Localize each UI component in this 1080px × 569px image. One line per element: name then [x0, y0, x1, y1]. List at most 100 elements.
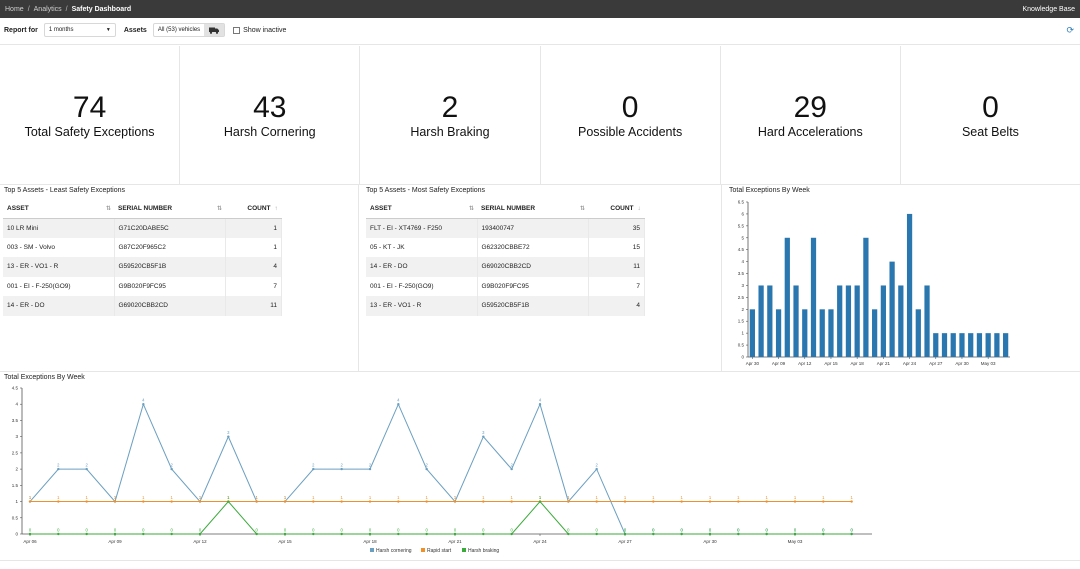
data-point — [170, 467, 173, 471]
bar — [950, 333, 956, 357]
table-row[interactable]: 001 - EI - F-250(GO9) G9B020F9FC95 7 — [366, 276, 645, 296]
assets-value: All (53) vehicles — [157, 27, 201, 33]
bar — [828, 309, 834, 357]
bar — [880, 285, 886, 357]
most-exceptions-table: ASSET ⇅ SERIAL NUMBER ⇅ COUNT ↓ FLT - EI - … — [366, 200, 645, 316]
data-point — [142, 500, 145, 503]
table-row[interactable]: 13 - ER - VO1 - R G59520CB5F1B 4 — [366, 296, 645, 316]
data-point — [425, 467, 428, 471]
table-row[interactable]: FLT - EI - XT4769 - F250 193400747 35 — [366, 218, 645, 238]
data-point — [198, 532, 202, 536]
legend-label: Harsh braking — [468, 548, 499, 554]
data-point — [623, 532, 627, 536]
tile-harsh-braking[interactable]: 2 Harsh Braking — [360, 46, 541, 184]
data-label: 2 — [369, 463, 372, 468]
data-label: 1 — [284, 495, 287, 500]
x-tick-label: Apr 18 — [851, 361, 865, 366]
cell-serial: G69020CBB2CD — [477, 257, 589, 277]
table-row[interactable]: 14 - ER - DO G69020CBB2CD 11 — [366, 257, 645, 277]
data-label: 0 — [850, 528, 853, 533]
data-label: 1 — [794, 495, 797, 500]
column-header-count[interactable]: COUNT ↓ — [588, 200, 645, 219]
line-chart: 0 0.5 1 1.5 2 2.5 3 3.5 4 4.5 Apr 06 Apr 09 Apr 12 Ap… — [12, 386, 872, 554]
data-label: 0 — [680, 528, 683, 533]
period-select-value: 1 months — [48, 27, 74, 33]
data-point — [538, 500, 542, 503]
data-point — [482, 500, 485, 503]
table-row[interactable]: 003 - SM - Volvo G87C20F965C2 1 — [3, 237, 282, 257]
x-tick-label: Apr 15 — [824, 361, 838, 366]
data-point — [312, 500, 315, 503]
table-row[interactable]: 10 LR Mini G71C20DABE5C 1 — [3, 218, 282, 238]
bar — [924, 285, 930, 357]
period-select[interactable]: 1 months ▼ — [43, 23, 116, 37]
data-point — [482, 435, 485, 438]
data-label: 1 — [199, 495, 202, 500]
tile-possible-accidents[interactable]: 0 Possible Accidents — [541, 46, 721, 184]
table-row[interactable]: 13 - ER - VO1 - R G59520CB5F1B 4 — [3, 257, 282, 277]
legend-swatch — [370, 548, 374, 552]
data-label: 2 — [425, 463, 428, 468]
bar — [959, 333, 965, 357]
bar — [906, 213, 913, 357]
y-tick-label: 1 — [15, 499, 18, 504]
data-point — [425, 532, 428, 536]
x-tick-label: Apr 12 — [193, 539, 207, 544]
data-label: 1 — [284, 495, 287, 500]
data-point — [708, 500, 712, 503]
breadcrumb-home[interactable]: Home — [5, 5, 24, 13]
divider — [0, 184, 1080, 185]
data-label: 0 — [737, 528, 740, 533]
knowledge-base-link[interactable]: Knowledge Base — [1022, 5, 1075, 13]
data-label: 1 — [567, 495, 570, 500]
column-header-asset[interactable]: ASSET ⇅ — [3, 200, 114, 219]
data-point — [340, 532, 343, 536]
data-label: 2 — [57, 463, 60, 468]
show-inactive-label[interactable]: Show inactive — [243, 26, 287, 34]
data-label: 1 — [567, 495, 570, 500]
y-tick-label: 0 — [15, 532, 18, 537]
breadcrumb-analytics[interactable]: Analytics — [33, 5, 62, 13]
data-point — [680, 532, 683, 536]
sort-icon: ⇅ — [579, 206, 585, 213]
data-point — [340, 500, 343, 503]
tile-label: Harsh Cornering — [223, 125, 316, 139]
assets-selector[interactable]: All (53) vehicles — [152, 23, 226, 37]
data-point — [793, 532, 797, 536]
table-row[interactable]: 001 - EI - F-250(GO9) G9B020F9FC95 7 — [3, 276, 282, 296]
tile-hard-accelerations[interactable]: 29 Hard Accelerations — [721, 46, 901, 184]
data-label: 3 — [482, 430, 485, 435]
table-row[interactable]: 14 - ER - DO G69020CBB2CD 11 — [3, 296, 282, 316]
column-header-asset[interactable]: ASSET ⇅ — [366, 200, 477, 219]
table-row[interactable]: 05 - KT - JK G62320CBBE72 15 — [366, 237, 645, 257]
refresh-icon[interactable]: ⟳ — [1066, 24, 1074, 35]
data-label: 0 — [57, 528, 60, 533]
column-header-serial[interactable]: SERIAL NUMBER ⇅ — [477, 200, 588, 219]
data-point — [113, 532, 117, 536]
tile-harsh-cornering[interactable]: 43 Harsh Cornering — [180, 46, 361, 184]
truck-icon[interactable] — [204, 24, 225, 36]
column-header-count[interactable]: COUNT ↑ — [225, 200, 282, 219]
series-line — [30, 500, 852, 535]
show-inactive-checkbox[interactable] — [233, 26, 241, 34]
y-tick-label: 1 — [741, 331, 744, 336]
tile-total-safety-exceptions[interactable]: 74 Total Safety Exceptions — [0, 46, 181, 184]
data-label: 0 — [709, 528, 712, 533]
bar — [968, 333, 974, 357]
column-header-serial[interactable]: SERIAL NUMBER ⇅ — [114, 200, 225, 219]
tile-seat-belts[interactable]: 0 Seat Belts — [901, 46, 1080, 184]
data-label: 1 — [312, 495, 315, 500]
data-label: 1 — [255, 495, 258, 500]
x-tick-label: May 03 — [981, 361, 996, 366]
data-label: 2 — [340, 463, 343, 468]
data-label: 0 — [765, 528, 768, 533]
cell-count: 7 — [225, 276, 282, 296]
data-point — [595, 500, 598, 503]
data-label: 0 — [340, 528, 343, 533]
data-point — [368, 500, 372, 503]
bar — [933, 333, 939, 357]
data-point — [765, 532, 768, 536]
data-label: 0 — [652, 528, 655, 533]
data-label: 0 — [737, 528, 740, 533]
data-label: 1 — [255, 495, 258, 500]
